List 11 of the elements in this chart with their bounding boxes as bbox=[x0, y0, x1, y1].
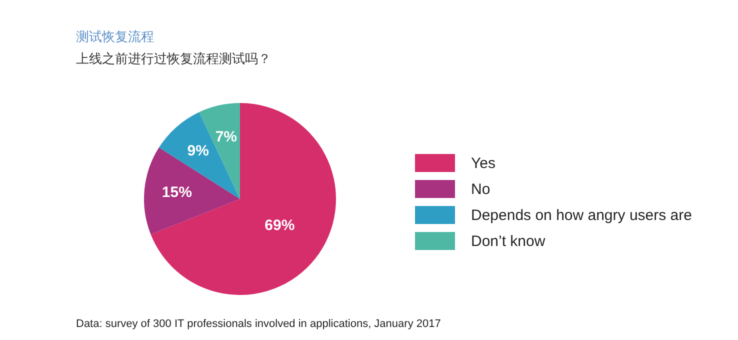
data-label: 15% bbox=[162, 184, 192, 202]
legend-label: Yes bbox=[471, 154, 496, 172]
legend-label: No bbox=[471, 180, 490, 198]
legend-label: Depends on how angry users are bbox=[471, 206, 692, 224]
data-label: 69% bbox=[264, 217, 295, 234]
data-label: 9% bbox=[187, 142, 209, 160]
legend-label: Don’t know bbox=[471, 232, 546, 250]
chart-title: 测试恢复流程 bbox=[76, 28, 154, 46]
chart-subtitle: 上线之前进行过恢复流程测试吗？ bbox=[76, 50, 271, 68]
text: Data: survey of 300 IT professionals involved in applications, January 2017 bbox=[76, 318, 441, 330]
data-label: 7% bbox=[215, 128, 238, 146]
